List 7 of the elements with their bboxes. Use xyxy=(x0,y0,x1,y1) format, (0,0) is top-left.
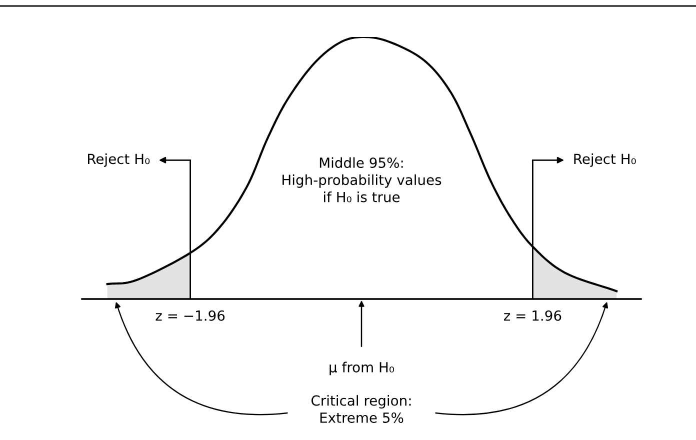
annotation: Middle 95%: High-probability values if H₀ is true xyxy=(282,157,442,202)
ref-line-label: Reject H₀ xyxy=(88,153,150,167)
ref-line-label: Reject H₀ xyxy=(574,153,636,167)
x-tick-label: z = −1.96 xyxy=(156,310,225,321)
text: Critical region: Extreme 5% xyxy=(311,395,411,423)
text: μ from H₀ xyxy=(330,362,394,376)
x-tick-label: z = 1.96 xyxy=(504,310,562,321)
